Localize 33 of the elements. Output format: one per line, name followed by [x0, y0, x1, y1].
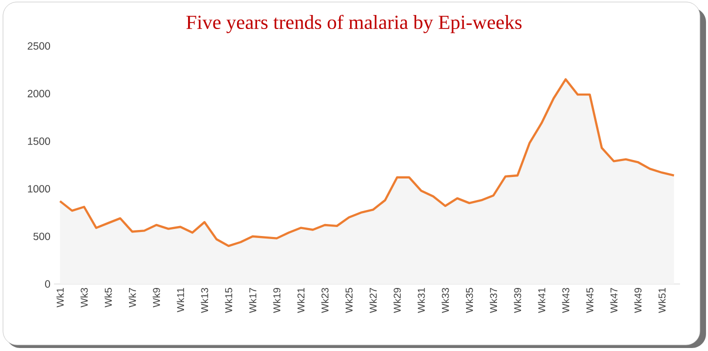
x-tick-label: Wk25 — [345, 288, 353, 313]
x-tick-label: Wk1 — [56, 288, 64, 308]
x-tick-label: Wk5 — [104, 288, 112, 308]
chart-title: Five years trends of malaria by Epi-weeks — [186, 14, 522, 34]
x-tick-label: Wk13 — [200, 288, 208, 313]
x-tick-label: Wk11 — [176, 288, 184, 312]
y-tick-label: 1000 — [28, 185, 50, 193]
x-tick-label: Wk29 — [393, 288, 401, 313]
x-tick-label: Wk43 — [562, 288, 570, 313]
x-tick-label: Wk45 — [586, 288, 594, 313]
x-tick-label: Wk41 — [538, 288, 546, 313]
x-tick-label: Wk23 — [321, 288, 329, 313]
y-tick-label: 500 — [33, 232, 50, 240]
x-tick-label: Wk17 — [249, 288, 256, 313]
x-tick-label: Wk31 — [418, 288, 425, 313]
x-tick-label: Wk15 — [224, 288, 232, 313]
y-tick-label: 0 — [45, 280, 50, 288]
x-tick-label: Wk21 — [297, 288, 304, 313]
x-tick-label: Wk49 — [634, 288, 642, 313]
x-tick-label: Wk35 — [466, 288, 473, 313]
x-tick-label: Wk27 — [369, 288, 377, 313]
x-tick-label: Wk9 — [152, 288, 160, 308]
x-tick-label: Wk19 — [273, 288, 280, 313]
x-tick-label: Wk33 — [442, 288, 449, 313]
x-tick-label: Wk39 — [514, 288, 522, 313]
x-tick-label: Wk47 — [610, 288, 618, 313]
x-tick-label: Wk3 — [80, 288, 88, 308]
x-tick-label: Wk37 — [490, 288, 498, 313]
y-tick-label: 2000 — [28, 90, 50, 98]
y-tick-label: 1500 — [28, 138, 50, 145]
x-tick-label: Wk51 — [658, 288, 666, 313]
y-tick-label: 2500 — [28, 42, 50, 50]
x-tick-label: Wk7 — [128, 288, 136, 308]
